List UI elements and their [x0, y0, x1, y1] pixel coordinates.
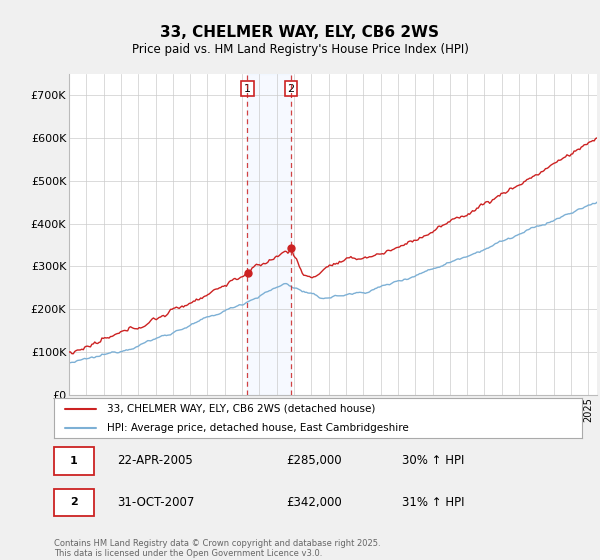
Text: 33, CHELMER WAY, ELY, CB6 2WS: 33, CHELMER WAY, ELY, CB6 2WS: [161, 25, 439, 40]
Text: Contains HM Land Registry data © Crown copyright and database right 2025.
This d: Contains HM Land Registry data © Crown c…: [54, 539, 380, 558]
FancyBboxPatch shape: [54, 447, 94, 475]
Text: 1: 1: [244, 83, 251, 94]
Text: 33, CHELMER WAY, ELY, CB6 2WS (detached house): 33, CHELMER WAY, ELY, CB6 2WS (detached …: [107, 404, 375, 414]
Text: 22-APR-2005: 22-APR-2005: [118, 454, 193, 468]
Text: 2: 2: [287, 83, 295, 94]
Bar: [247, 74, 291, 395]
Text: HPI: Average price, detached house, East Cambridgeshire: HPI: Average price, detached house, East…: [107, 423, 409, 433]
Text: 2: 2: [70, 497, 77, 507]
Text: Price paid vs. HM Land Registry's House Price Index (HPI): Price paid vs. HM Land Registry's House …: [131, 43, 469, 55]
Text: £285,000: £285,000: [286, 454, 342, 468]
Text: 1: 1: [70, 456, 77, 466]
Text: 31-OCT-2007: 31-OCT-2007: [118, 496, 195, 509]
Text: £342,000: £342,000: [286, 496, 342, 509]
Text: 30% ↑ HPI: 30% ↑ HPI: [403, 454, 465, 468]
FancyBboxPatch shape: [54, 488, 94, 516]
Text: 31% ↑ HPI: 31% ↑ HPI: [403, 496, 465, 509]
